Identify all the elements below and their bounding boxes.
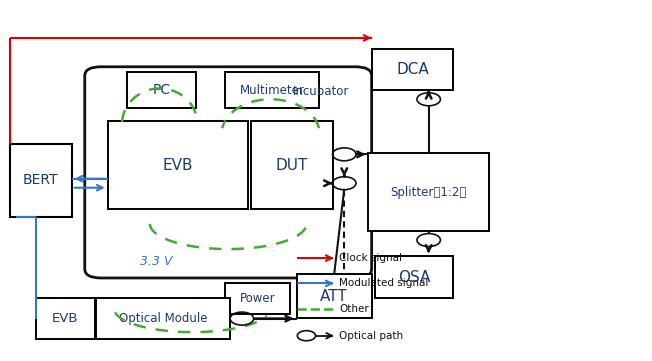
FancyBboxPatch shape bbox=[368, 153, 489, 231]
Text: Multimeter: Multimeter bbox=[240, 84, 304, 97]
FancyBboxPatch shape bbox=[375, 256, 453, 298]
Text: PC: PC bbox=[153, 83, 170, 97]
Text: Optical path: Optical path bbox=[339, 331, 403, 341]
Text: EVB: EVB bbox=[52, 312, 78, 325]
Text: DUT: DUT bbox=[276, 158, 308, 173]
Text: DCA: DCA bbox=[396, 62, 429, 77]
FancyBboxPatch shape bbox=[108, 121, 248, 209]
FancyBboxPatch shape bbox=[225, 72, 319, 108]
Text: Modulated signal: Modulated signal bbox=[339, 278, 428, 288]
FancyBboxPatch shape bbox=[372, 49, 453, 90]
FancyBboxPatch shape bbox=[127, 72, 196, 108]
FancyBboxPatch shape bbox=[96, 298, 230, 339]
FancyBboxPatch shape bbox=[225, 283, 290, 314]
Text: Splitter（1:2）: Splitter（1:2） bbox=[391, 186, 467, 199]
Text: 3.3 V: 3.3 V bbox=[140, 255, 173, 268]
FancyBboxPatch shape bbox=[251, 121, 333, 209]
Text: Clock signal: Clock signal bbox=[339, 253, 402, 263]
Text: Incubator: Incubator bbox=[293, 85, 349, 98]
FancyBboxPatch shape bbox=[10, 144, 72, 217]
Text: Other: Other bbox=[339, 304, 369, 314]
FancyBboxPatch shape bbox=[297, 274, 372, 318]
Text: ATT: ATT bbox=[320, 288, 348, 304]
FancyBboxPatch shape bbox=[85, 67, 372, 278]
Text: OSA: OSA bbox=[398, 270, 430, 284]
Text: EVB: EVB bbox=[162, 158, 193, 173]
Text: Optical Module: Optical Module bbox=[119, 312, 207, 325]
FancyBboxPatch shape bbox=[36, 298, 95, 339]
Text: Power: Power bbox=[240, 292, 275, 305]
Text: BERT: BERT bbox=[23, 174, 59, 187]
